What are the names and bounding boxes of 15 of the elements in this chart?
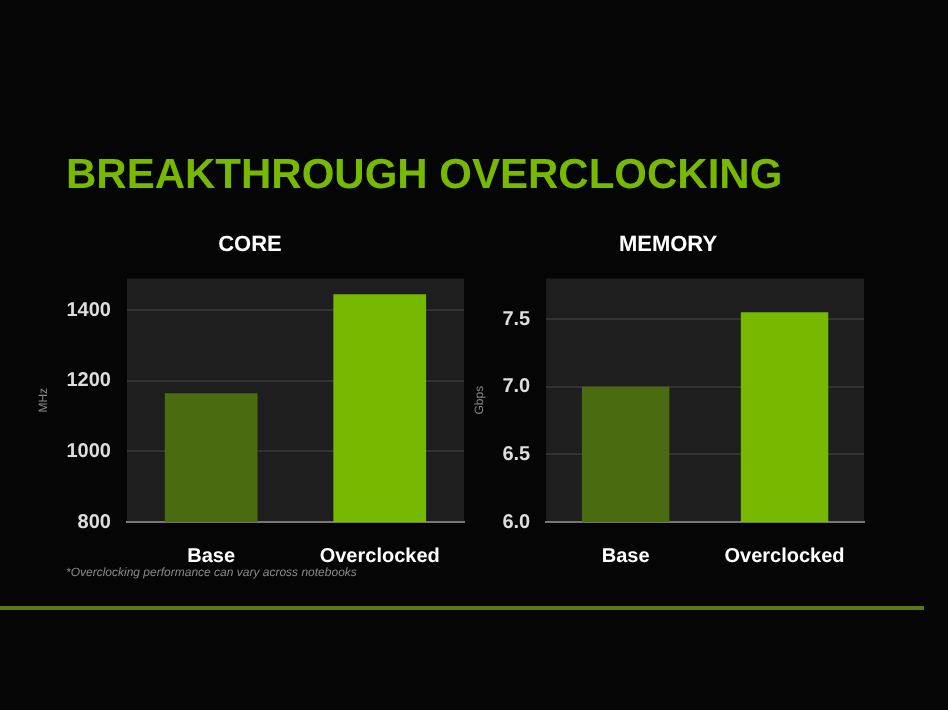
y-tick-label: 6.0 <box>502 511 532 534</box>
chart-title: CORE <box>218 233 282 258</box>
y-tick-label: 7.0 <box>502 376 532 399</box>
chart-title: MEMORY <box>618 233 719 258</box>
text: BREAKTHROUGH OVERCLOCKING <box>66 152 783 200</box>
y-tick-label: 6.5 <box>502 443 532 466</box>
x-tick-label: Overclocked <box>724 545 845 568</box>
y-tick-label: 1400 <box>66 299 112 322</box>
x-tick-label: Overclocked <box>319 545 440 568</box>
y-tick-label: 1000 <box>66 440 112 463</box>
y-tick-label: 800 <box>77 511 112 534</box>
y-tick-label: 7.5 <box>502 308 532 331</box>
y-tick-label: 1200 <box>66 370 112 393</box>
x-tick-label: Base <box>601 545 651 568</box>
x-tick-label: Base <box>187 545 236 568</box>
